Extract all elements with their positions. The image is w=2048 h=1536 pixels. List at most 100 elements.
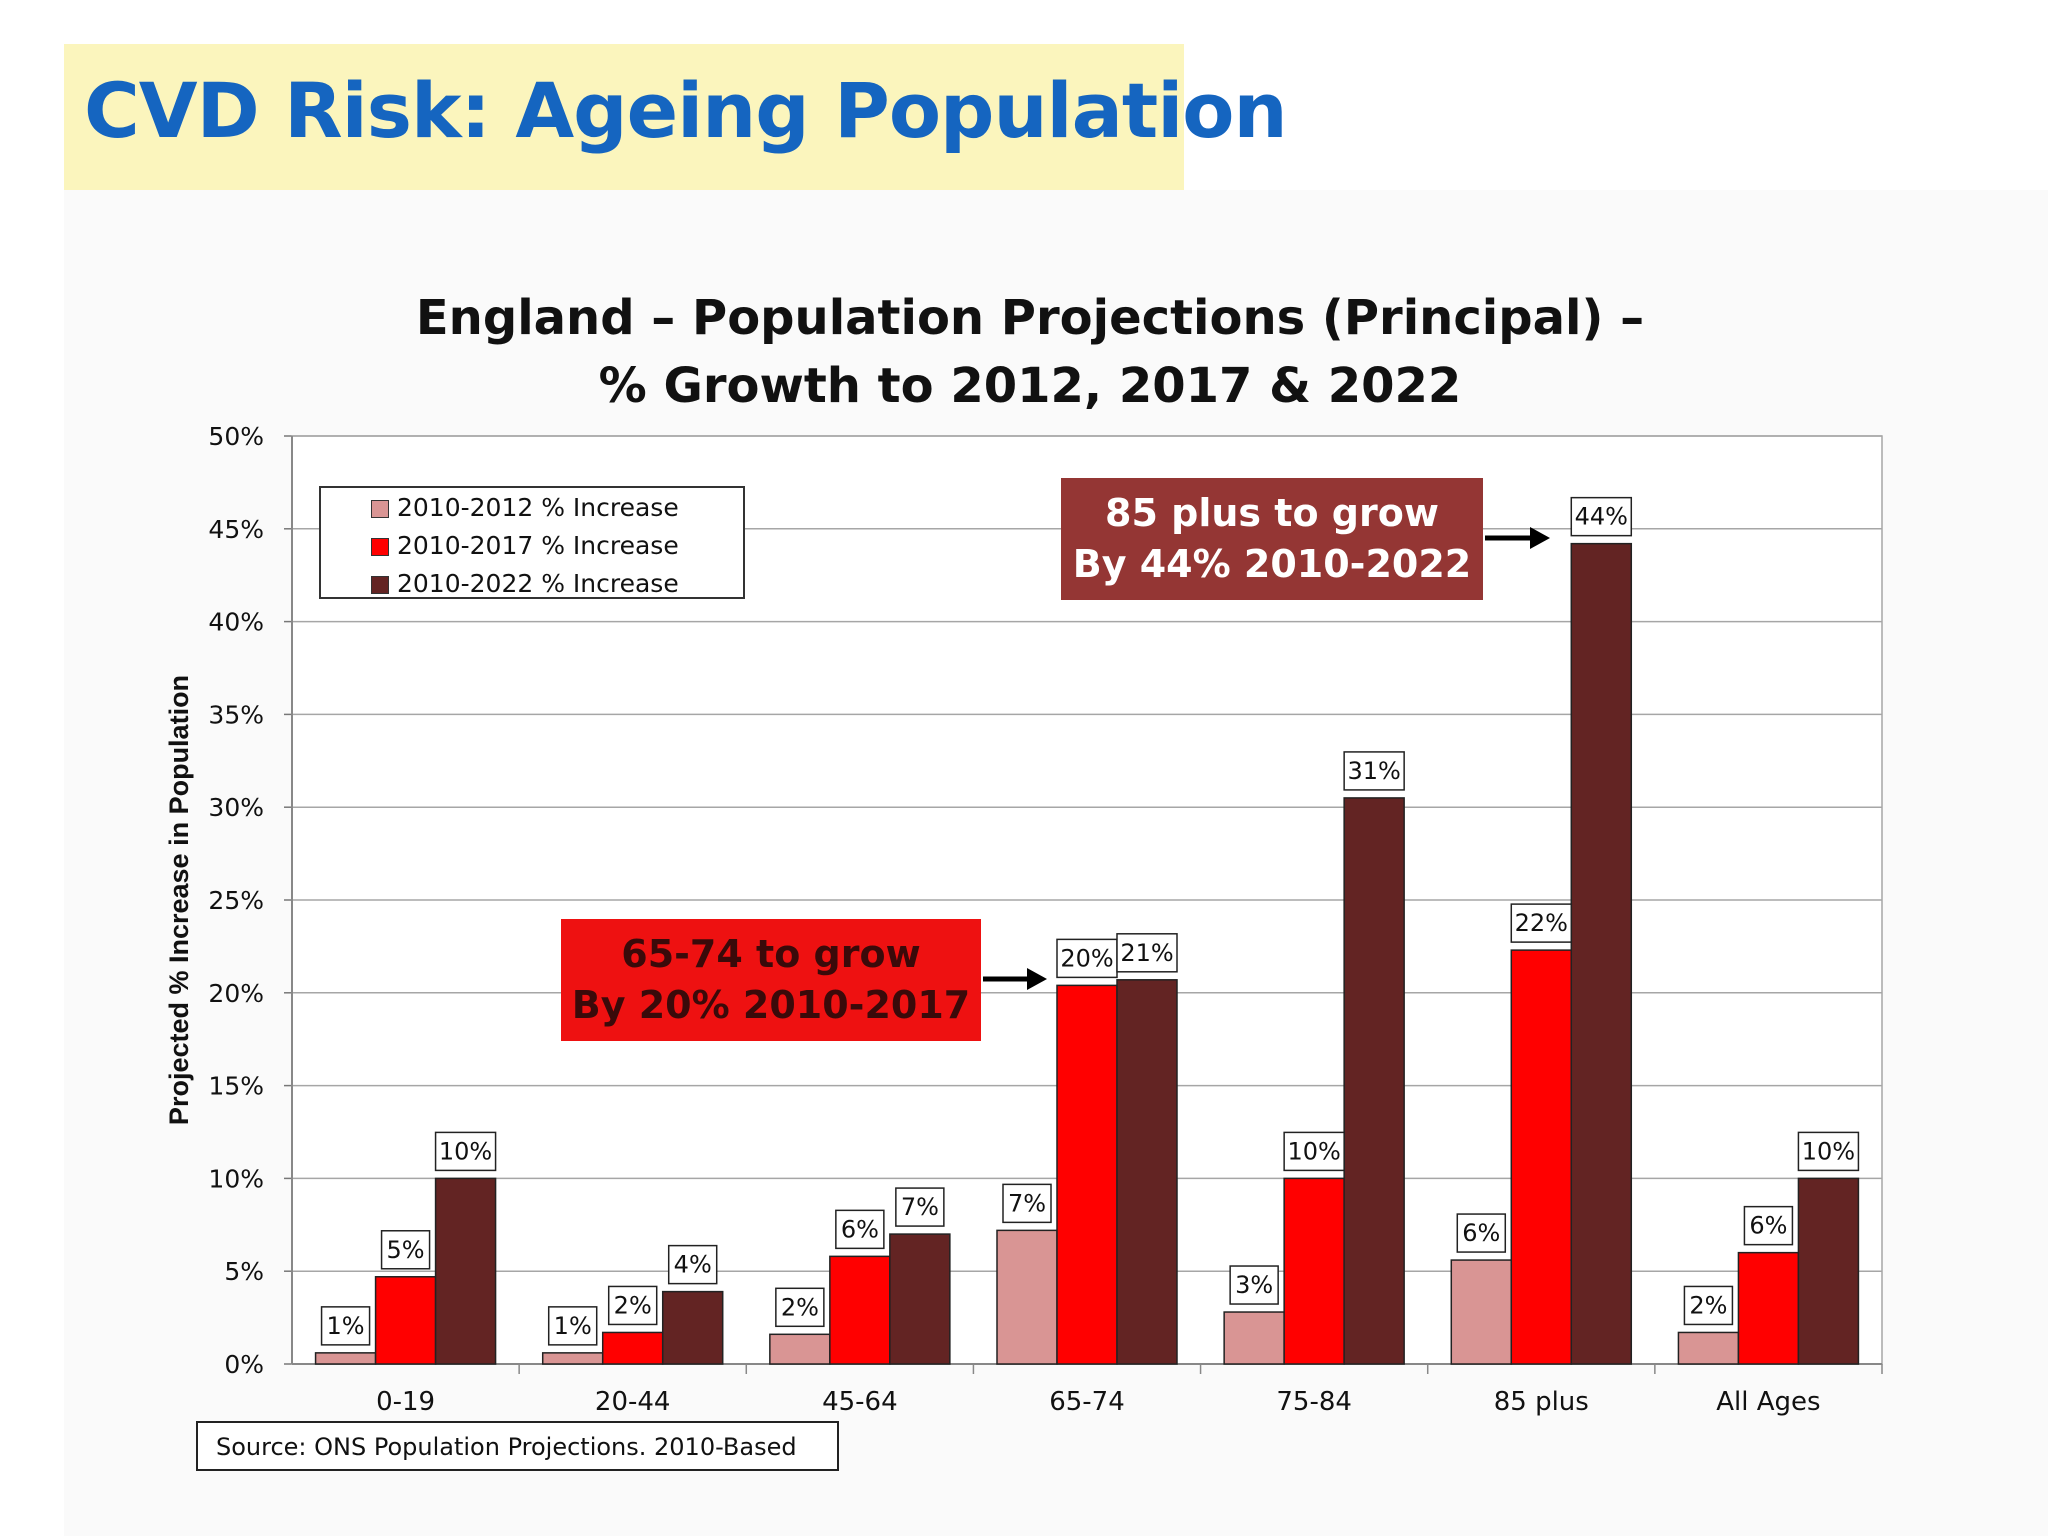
data-label: 7% bbox=[901, 1193, 939, 1221]
x-tick-label: 0-19 bbox=[376, 1387, 435, 1417]
data-label: 6% bbox=[1749, 1212, 1787, 1240]
data-label: 7% bbox=[1008, 1189, 1046, 1217]
callout-85-plus-line2: By 44% 2010-2022 bbox=[1072, 542, 1472, 586]
bar bbox=[829, 1255, 891, 1365]
data-label: 4% bbox=[674, 1251, 712, 1279]
bar bbox=[1116, 979, 1178, 1365]
bar bbox=[434, 1177, 497, 1365]
y-tick-label: 25% bbox=[208, 886, 264, 915]
legend-swatch-2010-2012 bbox=[371, 500, 389, 518]
data-label: 1% bbox=[327, 1312, 365, 1340]
data-label: 10% bbox=[1802, 1137, 1855, 1165]
data-label: 20% bbox=[1060, 944, 1113, 972]
legend-label-2010-2012: 2010-2012 % Increase bbox=[397, 493, 679, 522]
x-tick-label: All Ages bbox=[1716, 1387, 1820, 1417]
bar bbox=[1056, 984, 1118, 1365]
data-label: 22% bbox=[1515, 909, 1568, 937]
bar bbox=[769, 1333, 831, 1365]
data-label: 6% bbox=[841, 1215, 879, 1243]
data-label: 2% bbox=[1689, 1291, 1727, 1319]
bar bbox=[314, 1352, 377, 1365]
bar bbox=[1283, 1177, 1345, 1365]
data-label: 44% bbox=[1575, 503, 1628, 531]
callout-85-plus-line1: 85 plus to grow bbox=[1105, 491, 1439, 535]
arrow-65-74 bbox=[983, 968, 1047, 990]
data-label-box bbox=[835, 1209, 885, 1250]
arrow-85-plus bbox=[1485, 527, 1550, 549]
x-tick-label: 85 plus bbox=[1494, 1387, 1589, 1417]
data-label-box bbox=[1283, 1131, 1345, 1172]
bar bbox=[601, 1331, 664, 1365]
y-tick-label: 40% bbox=[208, 608, 264, 637]
data-label-box bbox=[380, 1230, 431, 1270]
data-label-box bbox=[434, 1131, 497, 1172]
chart-legend: 2010-2012 % Increase 2010-2017 % Increas… bbox=[319, 486, 745, 599]
data-label: 2% bbox=[614, 1291, 652, 1319]
data-label-box bbox=[320, 1306, 371, 1346]
data-label: 10% bbox=[1287, 1137, 1340, 1165]
data-label: 21% bbox=[1120, 939, 1173, 967]
callout-85-plus: 85 plus to grow By 44% 2010-2022 bbox=[1061, 478, 1483, 600]
bar bbox=[1737, 1251, 1800, 1365]
source-note: Source: ONS Population Projections. 2010… bbox=[196, 1421, 839, 1471]
bar bbox=[1223, 1311, 1285, 1365]
data-label-box bbox=[1570, 496, 1633, 537]
legend-label-2010-2017: 2010-2017 % Increase bbox=[397, 531, 679, 560]
bar bbox=[1797, 1177, 1860, 1365]
bar bbox=[1510, 949, 1573, 1365]
callout-65-74-line2: By 20% 2010-2017 bbox=[571, 983, 971, 1027]
x-tick-label: 45-64 bbox=[822, 1387, 898, 1417]
data-label: 10% bbox=[439, 1137, 492, 1165]
bar bbox=[889, 1233, 951, 1365]
legend-label-2010-2022: 2010-2022 % Increase bbox=[397, 569, 679, 598]
data-label-box bbox=[1683, 1285, 1734, 1326]
bar bbox=[541, 1352, 604, 1365]
bar bbox=[1450, 1259, 1513, 1365]
y-tick-label: 20% bbox=[208, 979, 264, 1008]
data-label-box bbox=[1456, 1213, 1507, 1253]
y-axis-label: Projected % Increase in Population bbox=[164, 675, 194, 1125]
y-tick-label: 30% bbox=[208, 793, 264, 822]
bar bbox=[996, 1229, 1058, 1365]
x-tick-label: 65-74 bbox=[1049, 1387, 1125, 1417]
y-tick-label: 45% bbox=[208, 515, 264, 544]
y-tick-label: 50% bbox=[208, 422, 264, 451]
data-label: 2% bbox=[781, 1293, 819, 1321]
legend-swatch-2010-2022 bbox=[371, 576, 389, 594]
slide-title-banner: CVD Risk: Ageing Population bbox=[64, 44, 1288, 190]
data-label: 3% bbox=[1235, 1271, 1273, 1299]
y-tick-label: 5% bbox=[224, 1257, 264, 1286]
slide-title: CVD Risk: Ageing Population bbox=[84, 66, 1288, 155]
data-label-box bbox=[1510, 903, 1573, 943]
bar bbox=[374, 1276, 437, 1365]
data-label: 6% bbox=[1462, 1219, 1500, 1247]
data-label-box bbox=[607, 1285, 658, 1326]
data-label-box bbox=[1116, 933, 1178, 973]
data-label-box bbox=[775, 1287, 825, 1328]
x-tick-label: 75-84 bbox=[1276, 1387, 1352, 1417]
x-tick-label: 20-44 bbox=[595, 1387, 671, 1417]
bar bbox=[1677, 1331, 1740, 1365]
data-label: 31% bbox=[1347, 757, 1400, 785]
bar bbox=[661, 1290, 724, 1365]
bar bbox=[1570, 542, 1633, 1365]
data-label-box bbox=[547, 1306, 598, 1346]
data-label-box bbox=[1056, 938, 1118, 979]
data-label-box bbox=[895, 1187, 945, 1227]
bar bbox=[1343, 797, 1405, 1365]
callout-65-74: 65-74 to grow By 20% 2010-2017 bbox=[561, 919, 981, 1041]
y-tick-label: 10% bbox=[208, 1164, 264, 1193]
y-tick-label: 35% bbox=[208, 700, 264, 729]
data-label-box bbox=[1743, 1205, 1794, 1246]
chart-title-line2: % Growth to 2012, 2017 & 2022 bbox=[599, 358, 1462, 414]
y-tick-label: 0% bbox=[224, 1350, 264, 1379]
data-label: 1% bbox=[554, 1312, 592, 1340]
chart-title-line1: England – Population Projections (Princi… bbox=[416, 290, 1644, 346]
data-label-box bbox=[1229, 1265, 1279, 1305]
data-label-box bbox=[1343, 751, 1405, 791]
data-label-box bbox=[667, 1244, 718, 1285]
legend-swatch-2010-2017 bbox=[371, 538, 389, 556]
data-label-box bbox=[1002, 1183, 1052, 1224]
data-label: 5% bbox=[387, 1236, 425, 1264]
